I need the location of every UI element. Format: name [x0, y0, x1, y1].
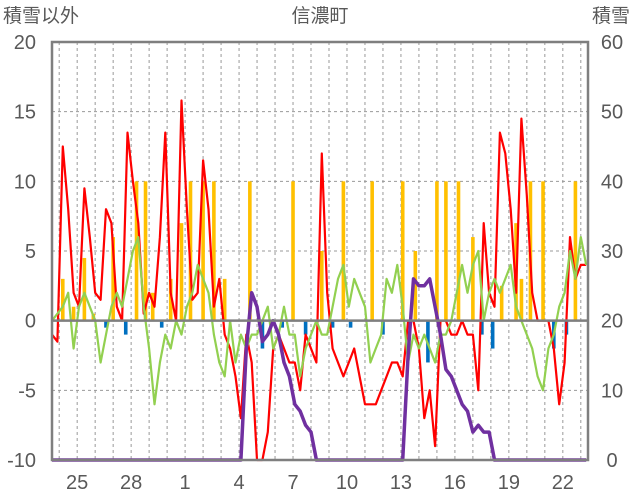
- precip-bar: [168, 278, 173, 321]
- precip-bar: [471, 237, 475, 321]
- y-tick-label-right: 60: [601, 32, 623, 54]
- precip-bar: [111, 237, 115, 321]
- precip-bar: [490, 320, 495, 349]
- y-axis-label-left: 積雪以外: [3, 5, 79, 27]
- precip-bar: [248, 181, 252, 321]
- precip-bar: [179, 223, 184, 321]
- y-tick-label-right: 20: [601, 311, 623, 333]
- precip-bar: [143, 181, 148, 321]
- x-tick-label: 22: [552, 472, 574, 494]
- x-tick-label: 16: [444, 472, 466, 494]
- precip-bar: [341, 181, 346, 321]
- precip-bar: [150, 292, 155, 321]
- precip-bar: [573, 181, 578, 321]
- precip-bar: [280, 320, 285, 328]
- y-tick-label-right: 0: [606, 450, 617, 472]
- precip-bar: [435, 181, 439, 321]
- y-tick-label-left: 0: [25, 311, 36, 333]
- precip-bar: [303, 320, 308, 335]
- precip-bar: [159, 320, 164, 328]
- precip-bar: [456, 181, 461, 321]
- precip-bar: [400, 181, 405, 321]
- precip-bar: [134, 181, 139, 321]
- x-tick-label: 13: [390, 472, 412, 494]
- precip-bar: [71, 306, 76, 321]
- precip-bar: [222, 278, 227, 321]
- precip-bar: [188, 181, 193, 321]
- precip-bar: [212, 181, 216, 321]
- x-tick-label: 1: [180, 472, 191, 494]
- precip-bar: [370, 181, 374, 321]
- y-ticks-left: 20 15 10 5 0 -5 -10: [7, 32, 36, 472]
- precip-bar: [319, 251, 324, 321]
- plot-frame: [50, 40, 590, 462]
- precip-bar: [123, 320, 128, 335]
- y-tick-label-left: 10: [14, 171, 36, 193]
- y-axis-label-right: 積雪: [592, 5, 630, 27]
- precip-bar: [291, 181, 295, 321]
- x-tick-label: 7: [287, 472, 298, 494]
- y-tick-label-left: -10: [7, 450, 36, 472]
- precip-bar: [541, 181, 545, 321]
- y-tick-label-left: 5: [25, 241, 36, 263]
- precip-bar: [413, 251, 418, 321]
- min-temp-line: [51, 236, 588, 406]
- y-tick-label-right: 10: [601, 380, 623, 402]
- precip-bar: [444, 181, 448, 321]
- y-tick-label-right: 40: [601, 171, 623, 193]
- x-tick-label: 10: [336, 472, 358, 494]
- precip-bar: [330, 320, 335, 328]
- y-ticks-right: 60 50 40 30 20 10 0: [601, 32, 623, 472]
- snow-depth-line: [52, 277, 587, 462]
- y-tick-label-left: 20: [14, 32, 36, 54]
- x-ticks: 25 28 1 4 7 10 13 16 19 22: [66, 472, 574, 494]
- precip-bar: [82, 257, 87, 321]
- precip-bar: [201, 181, 205, 321]
- series-lines: [51, 99, 588, 462]
- precip-bar: [480, 320, 484, 335]
- max-temp-line: [51, 99, 587, 462]
- x-tick-label: 25: [66, 472, 88, 494]
- precip-bar: [519, 278, 524, 321]
- chart-title: 信濃町: [291, 5, 348, 27]
- y-tick-label-right: 30: [601, 241, 623, 263]
- y-tick-label-right: 50: [601, 102, 623, 124]
- x-tick-label: 28: [120, 472, 142, 494]
- precip-bar: [60, 278, 65, 321]
- y-tick-label-left: -5: [18, 380, 36, 402]
- precip-bar: [499, 285, 504, 321]
- y-tick-label-left: 15: [14, 102, 36, 124]
- x-tick-label: 4: [233, 472, 244, 494]
- precip-bar: [104, 320, 108, 328]
- precip-bar: [348, 320, 353, 328]
- x-tick-label: 19: [498, 472, 520, 494]
